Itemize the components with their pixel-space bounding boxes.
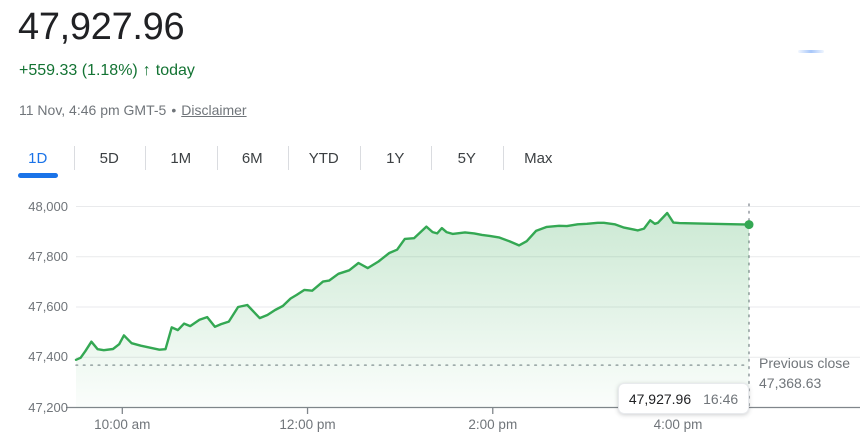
y-axis-label: 47,600 <box>28 299 68 314</box>
quote-timestamp: 11 Nov, 4:46 pm GMT-5 <box>19 102 167 118</box>
tab-5y[interactable]: 5Y <box>431 139 503 177</box>
tab-ytd[interactable]: YTD <box>288 139 360 177</box>
previous-close-block: Previous close 47,368.63 <box>759 353 859 393</box>
y-axis-label: 47,400 <box>28 349 68 365</box>
chart-series <box>74 211 754 408</box>
chart-tooltip: 47,927.96 16:46 <box>618 383 749 414</box>
tab-1d-label: 1D <box>28 149 48 167</box>
tab-1m[interactable]: 1M <box>145 139 217 177</box>
y-axis-label: 47,200 <box>28 399 68 415</box>
current-price: 47,927.96 <box>18 6 185 48</box>
tab-6m-label: 6M <box>241 149 263 167</box>
x-axis-label: 2:00 pm <box>468 417 518 432</box>
tab-1y-label: 1Y <box>386 149 405 167</box>
y-axis-label: 47,800 <box>28 248 68 264</box>
tab-6m[interactable]: 6M <box>216 139 289 177</box>
price-change-row: +559.33 (1.18%) ↑ today <box>19 60 195 82</box>
tab-5y-label: 5Y <box>457 149 476 167</box>
x-axis-label: 4:00 pm <box>653 417 703 432</box>
quote-meta-row: 11 Nov, 4:46 pm GMT-5 • Disclaimer <box>19 101 247 119</box>
tab-5d[interactable]: 5D <box>73 139 146 177</box>
tab-1m-label: 1M <box>170 149 192 167</box>
range-tabs: 1D 5D 1M 6M YTD 1Y 5Y Max <box>2 139 575 178</box>
tooltip-time: 16:46 <box>703 390 739 407</box>
meta-separator: • <box>171 102 177 118</box>
x-axis-label: 12:00 pm <box>279 417 336 432</box>
price-change-suffix: today <box>155 62 195 79</box>
artifact-streak <box>798 50 824 53</box>
x-axis-label: 10:00 am <box>94 417 151 432</box>
tab-ytd-label: YTD <box>308 149 339 167</box>
tab-1y[interactable]: 1Y <box>359 139 432 177</box>
previous-close-value: 47,368.63 <box>759 375 822 391</box>
price-change: +559.33 (1.18%) <box>19 62 138 79</box>
up-arrow-icon: ↑ <box>142 62 151 79</box>
tab-1d[interactable]: 1D <box>2 139 74 178</box>
tab-5d-label: 5D <box>99 149 119 167</box>
y-axis-label: 48,000 <box>28 198 68 214</box>
tooltip-price: 47,927.96 <box>628 390 692 407</box>
previous-close-label: Previous close <box>759 355 851 371</box>
tab-max-label: Max <box>524 149 553 167</box>
disclaimer-link[interactable]: Disclaimer <box>181 102 247 118</box>
tab-max[interactable]: Max <box>502 139 575 177</box>
tab-selected-indicator <box>17 173 58 178</box>
